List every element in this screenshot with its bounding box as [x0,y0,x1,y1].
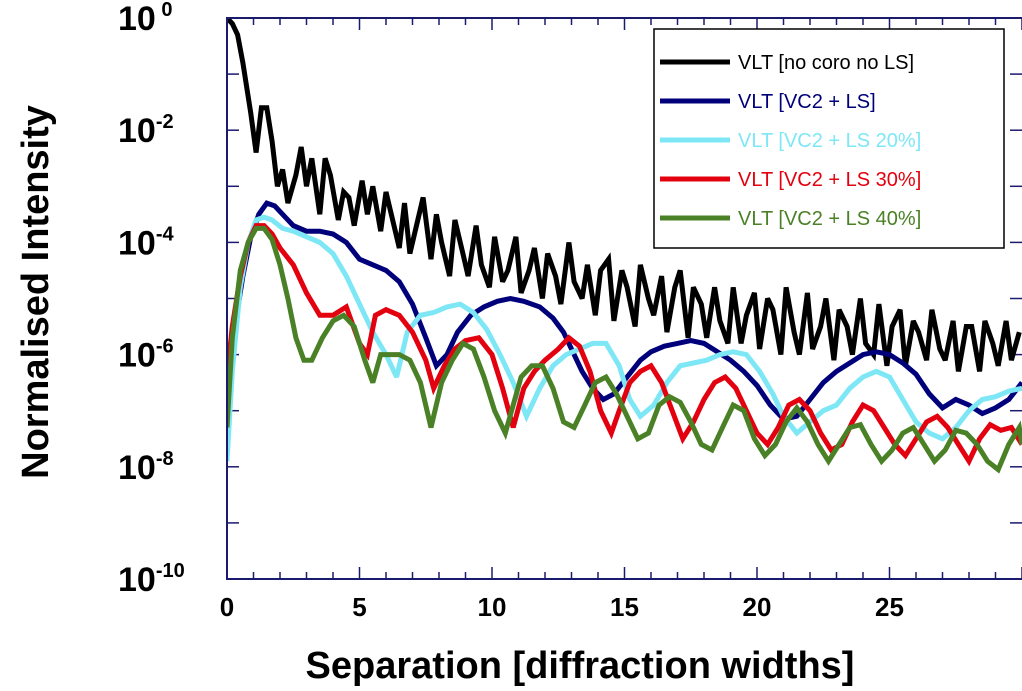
x-tick-label: 10 [478,592,507,622]
y-tick-labels: 10 0 10-2 10-4 10-6 10-8 10-10 [118,0,185,599]
legend-label-1: VLT [no coro no LS] [738,52,914,74]
x-tick-label: 0 [220,592,234,622]
y-tick-label: 10-10 [118,560,185,599]
x-tick-label: 5 [352,592,366,622]
series-line-3 [227,214,1022,462]
series-layer [227,18,1022,474]
y-tick-label: 10-8 [118,448,174,487]
y-axis-label: Normalised Intensity [15,105,57,479]
series-line-1 [227,18,1022,372]
x-axis-label: Separation [diffraction widths] [306,645,855,687]
y-tick-label: 10 0 [118,0,173,38]
series-line-5 [227,225,1022,474]
x-tick-label: 25 [875,592,904,622]
x-tick-label: 20 [743,592,772,622]
legend-label-3: VLT [VC2 + LS 20%] [738,130,921,152]
y-tick-label: 10-2 [118,111,174,150]
legend: VLT [no coro no LS] VLT [VC2 + LS] VLT [VC… [653,28,1005,249]
y-tick-label: 10-6 [118,336,174,375]
plot-frame [226,17,1022,580]
x-tick-label: 15 [610,592,639,622]
y-tick-label: 10-4 [118,223,174,262]
plot-border [226,17,1022,580]
legend-label-4: VLT [VC2 + LS 30%] [738,169,921,191]
legend-label-2: VLT [VC2 + LS] [738,91,876,113]
legend-label-5: VLT [VC2 + LS 40%] [738,208,921,230]
x-tick-labels: 0 5 10 15 20 25 [220,592,904,622]
